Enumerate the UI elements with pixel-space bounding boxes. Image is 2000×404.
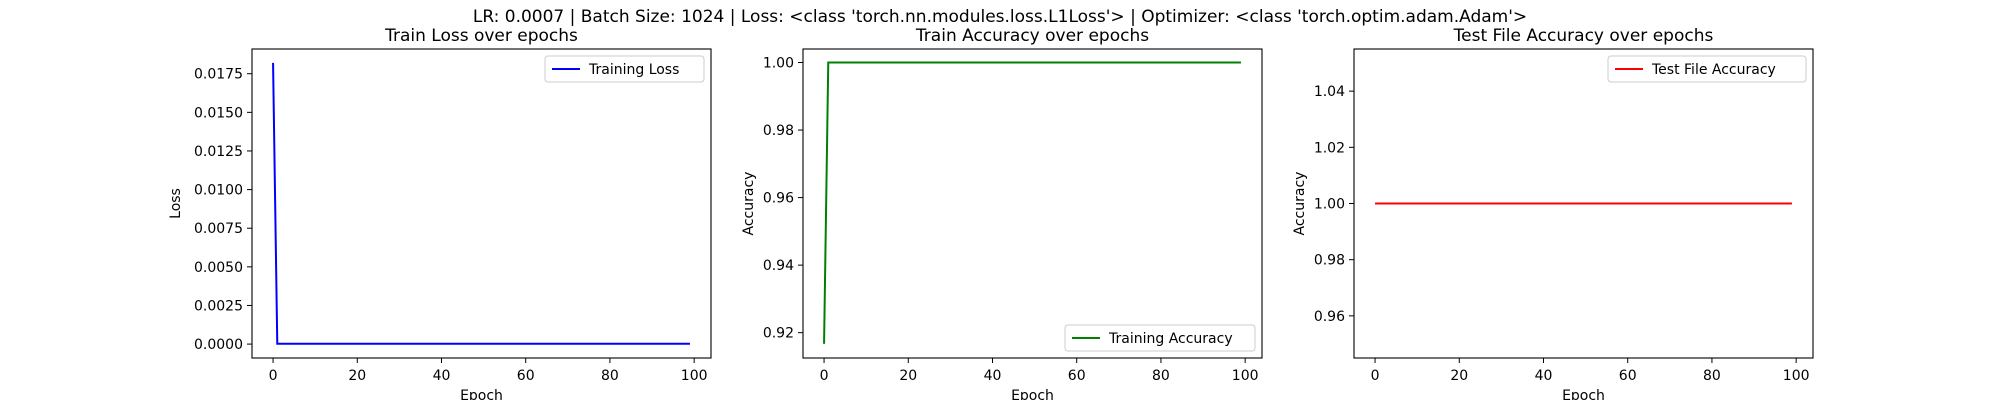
train-loss-x-tick-label: 0 [269, 368, 278, 384]
test-file-accuracy-legend-box [1607, 55, 1807, 83]
train-loss-legend-box [544, 55, 705, 83]
test-file-accuracy-y-axis-label: Accuracy [1292, 172, 1308, 236]
train-loss-x-tick-label: 80 [601, 368, 619, 384]
train-loss-y-tick-label: 0.0100 [194, 183, 243, 199]
train-accuracy-y-tick-label: 0.98 [763, 123, 794, 139]
train-loss-x-tick-label: 100 [681, 368, 708, 384]
test-file-accuracy-title: Test File Accuracy over epochs [1453, 26, 1714, 46]
train-loss-y-tick-label: 0.0150 [194, 105, 243, 121]
test-file-accuracy-x-tick-label: 100 [1783, 368, 1810, 384]
train-accuracy-x-tick-label: 0 [820, 368, 829, 384]
train-accuracy-y-axis-label: Accuracy [741, 172, 757, 236]
train-accuracy-legend: Training Accuracy [1064, 324, 1256, 352]
train-loss-x-tick-label: 40 [433, 368, 451, 384]
figure-suptitle: LR: 0.0007 | Batch Size: 1024 | Loss: <c… [473, 7, 1527, 27]
train-loss-y-axis-label: Loss [168, 188, 184, 219]
train-loss-y-tick-label: 0.0125 [194, 144, 243, 160]
train-loss-title: Train Loss over epochs [384, 26, 578, 46]
test-file-accuracy-x-axis-label: Epoch [1562, 388, 1605, 400]
chart-train-loss: Train Loss over epochs 0 20 40 60 80 100 0.0000… [168, 26, 712, 404]
train-accuracy-y-tick-label: 0.92 [763, 326, 794, 342]
test-file-accuracy-legend-label: Test File Accuracy [1651, 62, 1776, 78]
train-loss-axes-frame [251, 48, 712, 359]
train-accuracy-axes-frame [802, 48, 1263, 359]
train-accuracy-series-line [823, 61, 1241, 344]
train-accuracy-x-axis-label: Epoch [1011, 388, 1054, 400]
train-loss-y-tick-label: 0.0025 [194, 298, 243, 314]
chart-test-file-accuracy: Test File Accuracy over epochs 0 20 40 60 80 1… [1292, 26, 1814, 404]
train-accuracy-y-tick-label: 1.00 [763, 56, 794, 72]
train-loss-x-tick-label: 20 [348, 368, 366, 384]
test-file-accuracy-y-tick-label: 1.04 [1314, 84, 1345, 100]
test-file-accuracy-x-tick-label: 40 [1535, 368, 1553, 384]
train-loss-x-tick-label: 60 [517, 368, 535, 384]
train-loss-legend-label: Training Loss [588, 62, 679, 78]
train-accuracy-y-tick-label: 0.96 [763, 191, 794, 207]
train-accuracy-x-tick-label: 100 [1232, 368, 1259, 384]
train-loss-series-line [272, 62, 690, 345]
test-file-accuracy-y-tick-label: 1.02 [1314, 140, 1345, 156]
train-accuracy-y-tick-label: 0.94 [763, 258, 794, 274]
chart-train-accuracy: Train Accuracy over epochs 0 20 40 60 80 100 0.… [741, 26, 1263, 404]
train-accuracy-x-tick-label: 40 [984, 368, 1002, 384]
test-file-accuracy-y-tick-label: 1.00 [1314, 197, 1345, 213]
train-accuracy-legend-label: Training Accuracy [1108, 331, 1233, 347]
train-loss-x-axis-label: Epoch [460, 388, 503, 400]
test-file-accuracy-y-tick-label: 0.96 [1314, 309, 1345, 325]
test-file-accuracy-x-tick-label: 60 [1619, 368, 1637, 384]
train-accuracy-x-tick-label: 20 [899, 368, 917, 384]
test-file-accuracy-legend: Test File Accuracy [1607, 55, 1807, 83]
test-file-accuracy-x-tick-label: 20 [1450, 368, 1468, 384]
test-file-accuracy-x-tick-label: 0 [1371, 368, 1380, 384]
train-loss-y-tick-label: 0.0000 [194, 337, 243, 353]
train-loss-y-tick-label: 0.0075 [194, 221, 243, 237]
train-accuracy-x-tick-label: 80 [1152, 368, 1170, 384]
train-loss-y-tick-label: 0.0175 [194, 67, 243, 83]
train-accuracy-legend-box [1064, 324, 1256, 352]
train-accuracy-x-tick-label: 60 [1068, 368, 1086, 384]
test-file-accuracy-x-tick-label: 80 [1703, 368, 1721, 384]
test-file-accuracy-y-tick-label: 0.98 [1314, 253, 1345, 269]
train-accuracy-title: Train Accuracy over epochs [915, 26, 1149, 46]
train-loss-legend: Training Loss [544, 55, 705, 83]
train-loss-y-tick-label: 0.0050 [194, 260, 243, 276]
